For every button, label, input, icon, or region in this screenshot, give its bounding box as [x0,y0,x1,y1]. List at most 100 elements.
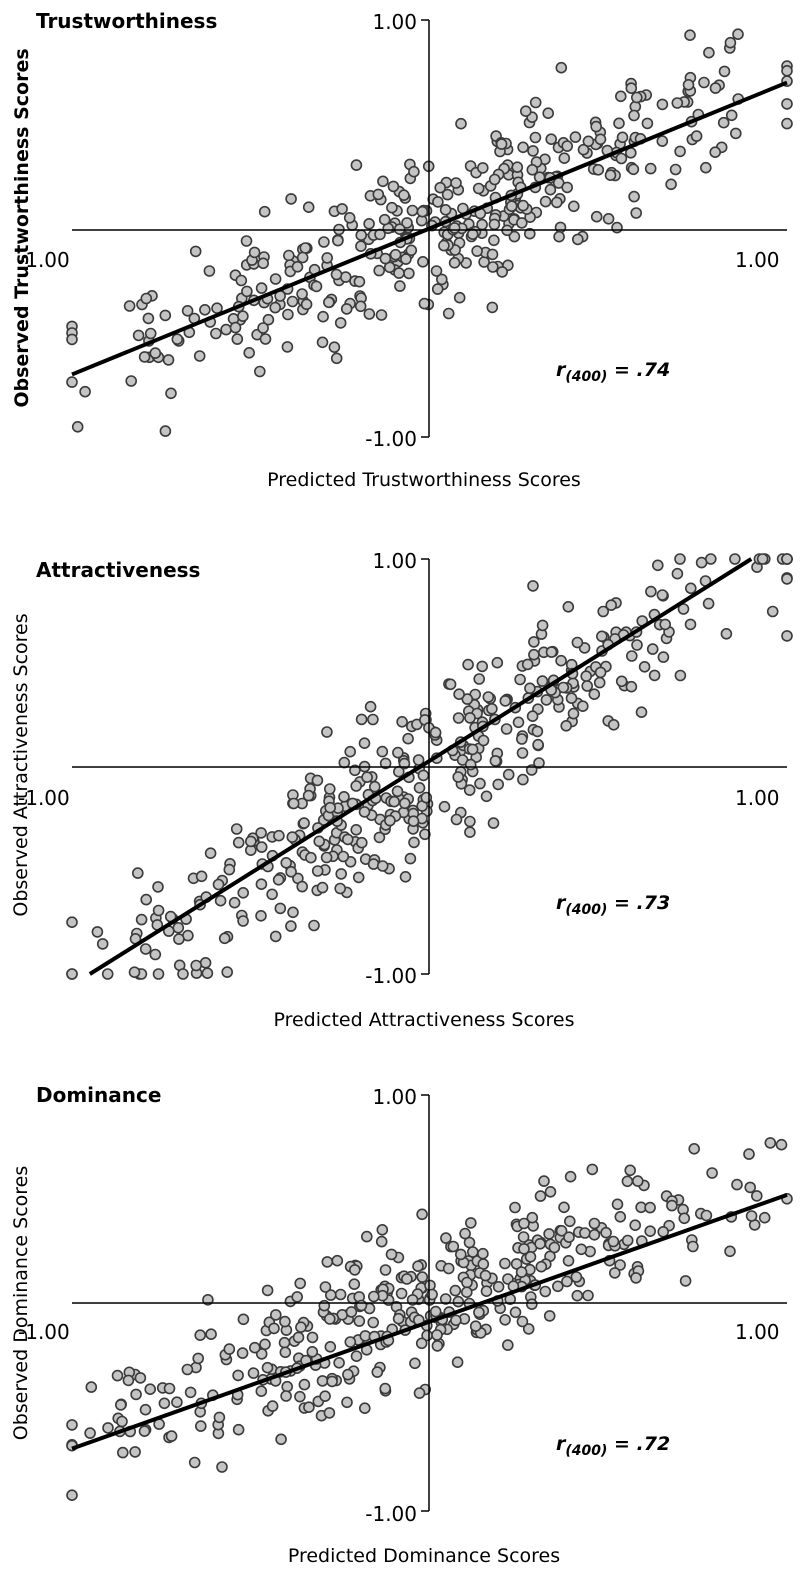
chart-panel-2: Attractiveness 1.00 -1.00 -1.00 1.00 Pre… [0,537,812,1047]
data-point [257,257,270,270]
data-point [316,1375,329,1387]
data-point [253,365,266,378]
data-point [588,688,601,700]
data-point [193,350,206,362]
data-point [628,109,640,122]
y-axis-label-2: Observed Attractiveness Scores [10,613,32,916]
data-point [499,695,512,707]
data-point [562,1255,575,1267]
data-point [512,716,525,729]
data-point [353,275,366,288]
data-point [581,680,594,692]
data-point [438,239,450,252]
data-point [135,913,148,926]
data-point [285,865,297,878]
data-point [570,1271,583,1283]
data-point [203,265,216,277]
y-axis-label-3: Observed Dominance Scores [10,1166,32,1441]
data-point [165,1430,178,1442]
data-point [571,233,584,246]
data-point [682,79,695,91]
x-tick-max-3: 1.00 [735,1320,780,1344]
data-point [334,1288,347,1301]
data-point [577,143,590,156]
chart-title-1: Trustworthiness [36,9,217,33]
data-point [415,1337,428,1350]
data-point [592,164,605,176]
data-point [348,1278,361,1290]
data-point [338,790,350,803]
data-point [729,127,742,140]
data-point [706,1167,718,1179]
data-point [476,162,489,174]
data-point [302,201,315,213]
data-point [412,1260,424,1272]
data-point [255,282,268,294]
data-point [453,688,465,700]
data-point [684,582,697,595]
data-point [398,189,410,201]
data-point [341,833,354,846]
data-point [518,1217,530,1230]
data-point [139,1403,152,1416]
data-point [232,1369,244,1382]
data-point [298,1378,311,1391]
data-point [343,212,356,224]
data-point [688,1143,701,1155]
data-point [656,98,669,111]
data-point [340,303,353,315]
data-point [561,1275,573,1288]
data-point [392,1312,405,1325]
data-point [407,815,420,828]
data-point [360,1230,373,1243]
data-point [318,236,330,248]
data-point [499,1257,511,1270]
data-point [261,1284,274,1297]
data-point [375,1235,388,1248]
data-point [464,758,477,771]
data-point [555,654,567,667]
data-point [171,333,184,346]
data-point [66,916,78,929]
data-point [517,199,529,212]
data-point [247,1367,260,1379]
data-point [229,321,242,334]
data-point [724,1245,736,1258]
data-point [678,1212,691,1225]
data-point [645,585,657,598]
data-point [318,1299,331,1312]
data-point [744,1181,757,1194]
data-point [486,301,499,314]
data-point [420,791,433,804]
data-point [379,1264,392,1276]
data-point [590,210,603,223]
data-point [316,881,329,894]
x-tick-min-3: -1.00 [18,1320,70,1344]
data-point [299,242,312,254]
scatter-chart-3: Dominance 1.00 -1.00 -1.00 1.00 Predicte… [10,1083,793,1567]
data-point [85,1381,98,1393]
data-point [671,567,684,580]
data-point [464,815,476,828]
data-point [594,133,607,146]
data-point [177,968,189,980]
data-point [237,1313,250,1326]
data-point [679,1275,692,1287]
data-point [159,309,172,322]
data-point [367,858,380,870]
data-point [138,1425,151,1438]
data-point [409,1357,421,1370]
data-point [384,814,396,827]
data-point [724,36,737,49]
data-point [638,661,651,673]
data-point [266,1400,279,1412]
data-point [438,800,451,813]
data-point [495,138,508,150]
scatter-chart-1: Trustworthiness 1.00 -1.00 -1.00 1.00 Pr… [11,9,793,491]
data-point [237,310,249,323]
data-point [342,1368,354,1381]
data-point [524,682,536,695]
data-point [486,261,499,273]
data-point [262,313,275,326]
data-point [477,1247,489,1260]
